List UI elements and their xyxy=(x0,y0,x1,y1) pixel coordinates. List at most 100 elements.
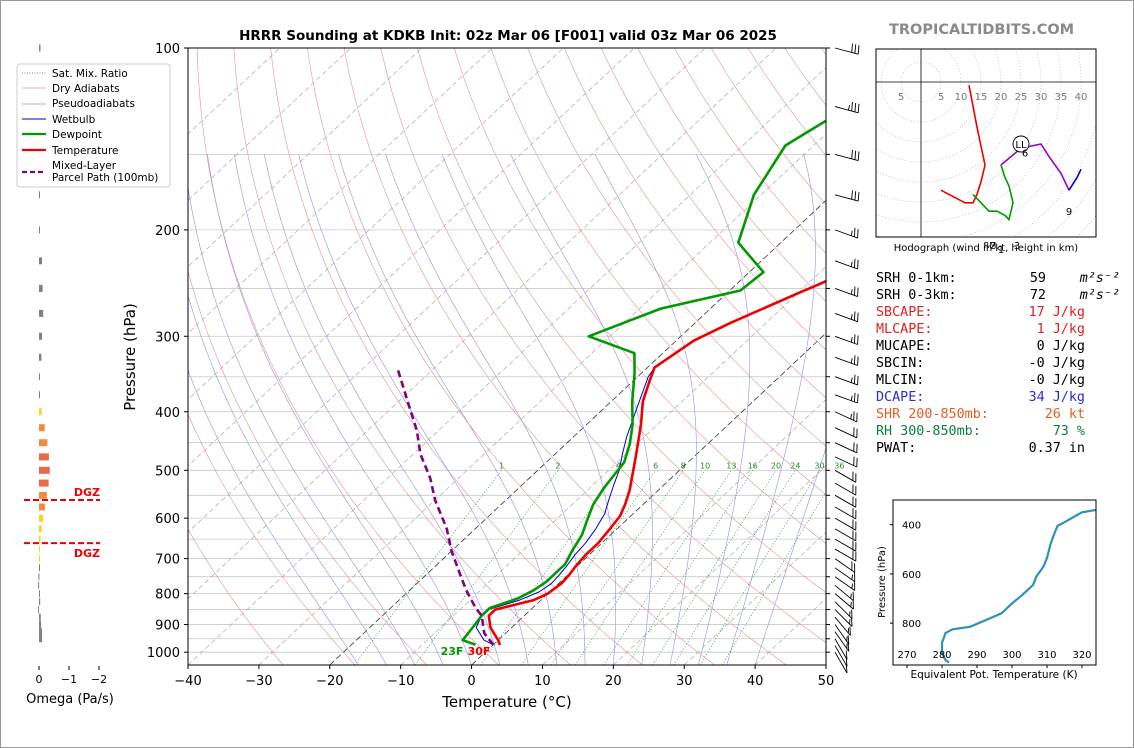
dry-adiabat xyxy=(527,48,826,447)
isotherm xyxy=(188,48,706,533)
wind-barb-staff xyxy=(834,482,857,496)
wind-barb-flag xyxy=(845,663,848,674)
mixing-ratio-line xyxy=(673,470,796,665)
pressure-tick-label: 200 xyxy=(155,224,180,239)
theta-e-x-tick-label: 310 xyxy=(1037,650,1056,661)
pseudoadiabat xyxy=(510,154,653,665)
hodograph-ring-label: 10 xyxy=(955,92,968,103)
omega-bars xyxy=(38,44,50,643)
wind-barb xyxy=(834,593,854,610)
parameter-label: MUCAPE: xyxy=(876,339,933,354)
legend-label: Pseudoadiabats xyxy=(52,98,135,110)
wind-barb-staff xyxy=(834,442,857,454)
omega-bar xyxy=(39,309,44,317)
wind-barb xyxy=(834,258,859,270)
wind-barb-staff xyxy=(834,638,848,660)
omega-bar xyxy=(39,284,43,292)
pseudoadiabat xyxy=(188,185,416,665)
wind-barb-flag xyxy=(850,593,852,599)
omega-bar xyxy=(39,514,44,522)
omega-bar xyxy=(39,408,42,416)
mixing-ratio-line xyxy=(721,491,826,665)
temperature-ticks: −40 −30 −20 −10 0 10 20 30 40 50 xyxy=(174,665,834,689)
omega-bar xyxy=(39,373,40,381)
wind-barb xyxy=(834,558,856,573)
temperature-tick-label: −20 xyxy=(316,674,343,689)
omega-bar xyxy=(39,491,47,499)
omega-bar xyxy=(39,332,42,340)
wind-barb-staff xyxy=(834,548,857,562)
wind-barb-flag xyxy=(847,105,851,111)
parameter-value: 59 xyxy=(1029,271,1046,286)
theta-e-y-tick-label: 600 xyxy=(902,570,921,581)
wind-barb-flag xyxy=(853,334,856,344)
theta-e-x-tick-label: 270 xyxy=(897,650,916,661)
omega-bar xyxy=(39,424,45,432)
pseudoadiabat xyxy=(207,154,444,665)
omega-tick-label: −2 xyxy=(91,673,107,686)
wind-barb xyxy=(834,411,858,423)
hodograph: 5 5 10 15 20 25 30 35 40 LL6 9 3 2 1RM Hodograph (win… xyxy=(875,48,1097,256)
wind-barb-staff xyxy=(834,456,857,468)
wind-barb-flag xyxy=(854,102,857,112)
temperature-tick-label: 50 xyxy=(818,674,835,689)
pressure-tick-label: 1000 xyxy=(147,646,180,661)
wind-barb-flag xyxy=(850,395,853,401)
legend-label: Wetbulb xyxy=(52,114,96,126)
dgz-label: DGZ xyxy=(74,547,100,560)
wind-barb xyxy=(834,645,848,667)
wind-barb-flag xyxy=(845,657,848,667)
wind-barb-staff xyxy=(834,469,857,483)
omega-bar xyxy=(38,606,40,614)
wind-barb xyxy=(834,374,859,386)
omega-bar xyxy=(39,453,49,461)
wind-barb-flag xyxy=(854,191,857,201)
wind-barb-staff xyxy=(834,567,855,582)
wind-barb xyxy=(834,286,859,298)
parameter-label: SBCIN: xyxy=(876,356,925,371)
wind-barb-flag xyxy=(857,393,859,404)
wind-barb-flag xyxy=(857,259,859,270)
parameter-row: MLCIN: -0 J/kg xyxy=(876,372,1116,389)
legend: Sat. Mix. Ratio Dry Adiabats Pseudoadiab… xyxy=(16,63,171,188)
omega-bar xyxy=(39,564,40,572)
wind-barb-staff xyxy=(834,645,848,667)
parameter-row: RH 300-850mb: 73 % xyxy=(876,423,1116,440)
theta-e-x-tick-label: 280 xyxy=(932,650,951,661)
chart-title: HRRR Sounding at KDKB Init: 02z Mar 06 [… xyxy=(239,28,777,44)
hodograph-height-label: LL xyxy=(1015,140,1027,151)
wind-barb-flag xyxy=(857,229,859,239)
mixing-ratio-label: 6 xyxy=(653,461,658,470)
wind-barb-staff xyxy=(834,651,848,674)
legend-label: Sat. Mix. Ratio xyxy=(52,68,128,80)
theta-e-ticks: 270 280 290 300 310 320 400 600 800 xyxy=(890,521,1092,668)
isotherm-highlight xyxy=(471,332,826,665)
mixing-ratio-line xyxy=(551,470,684,665)
wind-barb-flag xyxy=(850,230,853,236)
wind-barb xyxy=(834,334,859,345)
hodograph-rings xyxy=(876,49,1096,237)
wind-barb-flag xyxy=(851,190,853,200)
wind-barb-flag xyxy=(851,149,853,159)
parameter-value: 0 J/kg xyxy=(1036,339,1085,354)
pseudoadiabat xyxy=(188,369,359,665)
dry-adiabat xyxy=(307,48,715,665)
parameter-row: DCAPE: 34 J/kg xyxy=(876,389,1116,406)
wind-barb-staff xyxy=(834,616,851,636)
omega-bar xyxy=(39,535,41,543)
hodograph-height-label: 6 xyxy=(1022,148,1028,159)
omega-bar xyxy=(39,628,42,636)
hodograph-bunkers-marker xyxy=(1012,135,1030,153)
mixing-ratio-label: 8 xyxy=(681,461,686,470)
parameter-unit: m²s⁻² xyxy=(1079,271,1120,286)
parameter-value: 0.37 in xyxy=(1028,441,1085,456)
wind-barb-staff xyxy=(834,609,853,627)
mixing-ratio-label: 4 xyxy=(616,461,621,470)
skewt-background-lines xyxy=(188,48,826,665)
parameter-value: 72 xyxy=(1029,288,1046,303)
wind-barb-flag xyxy=(851,574,853,580)
pressure-tick-label: 400 xyxy=(155,406,180,421)
dry-adiabat xyxy=(490,48,826,496)
parameter-row: SBCAPE: 17 J/kg xyxy=(876,304,1116,321)
